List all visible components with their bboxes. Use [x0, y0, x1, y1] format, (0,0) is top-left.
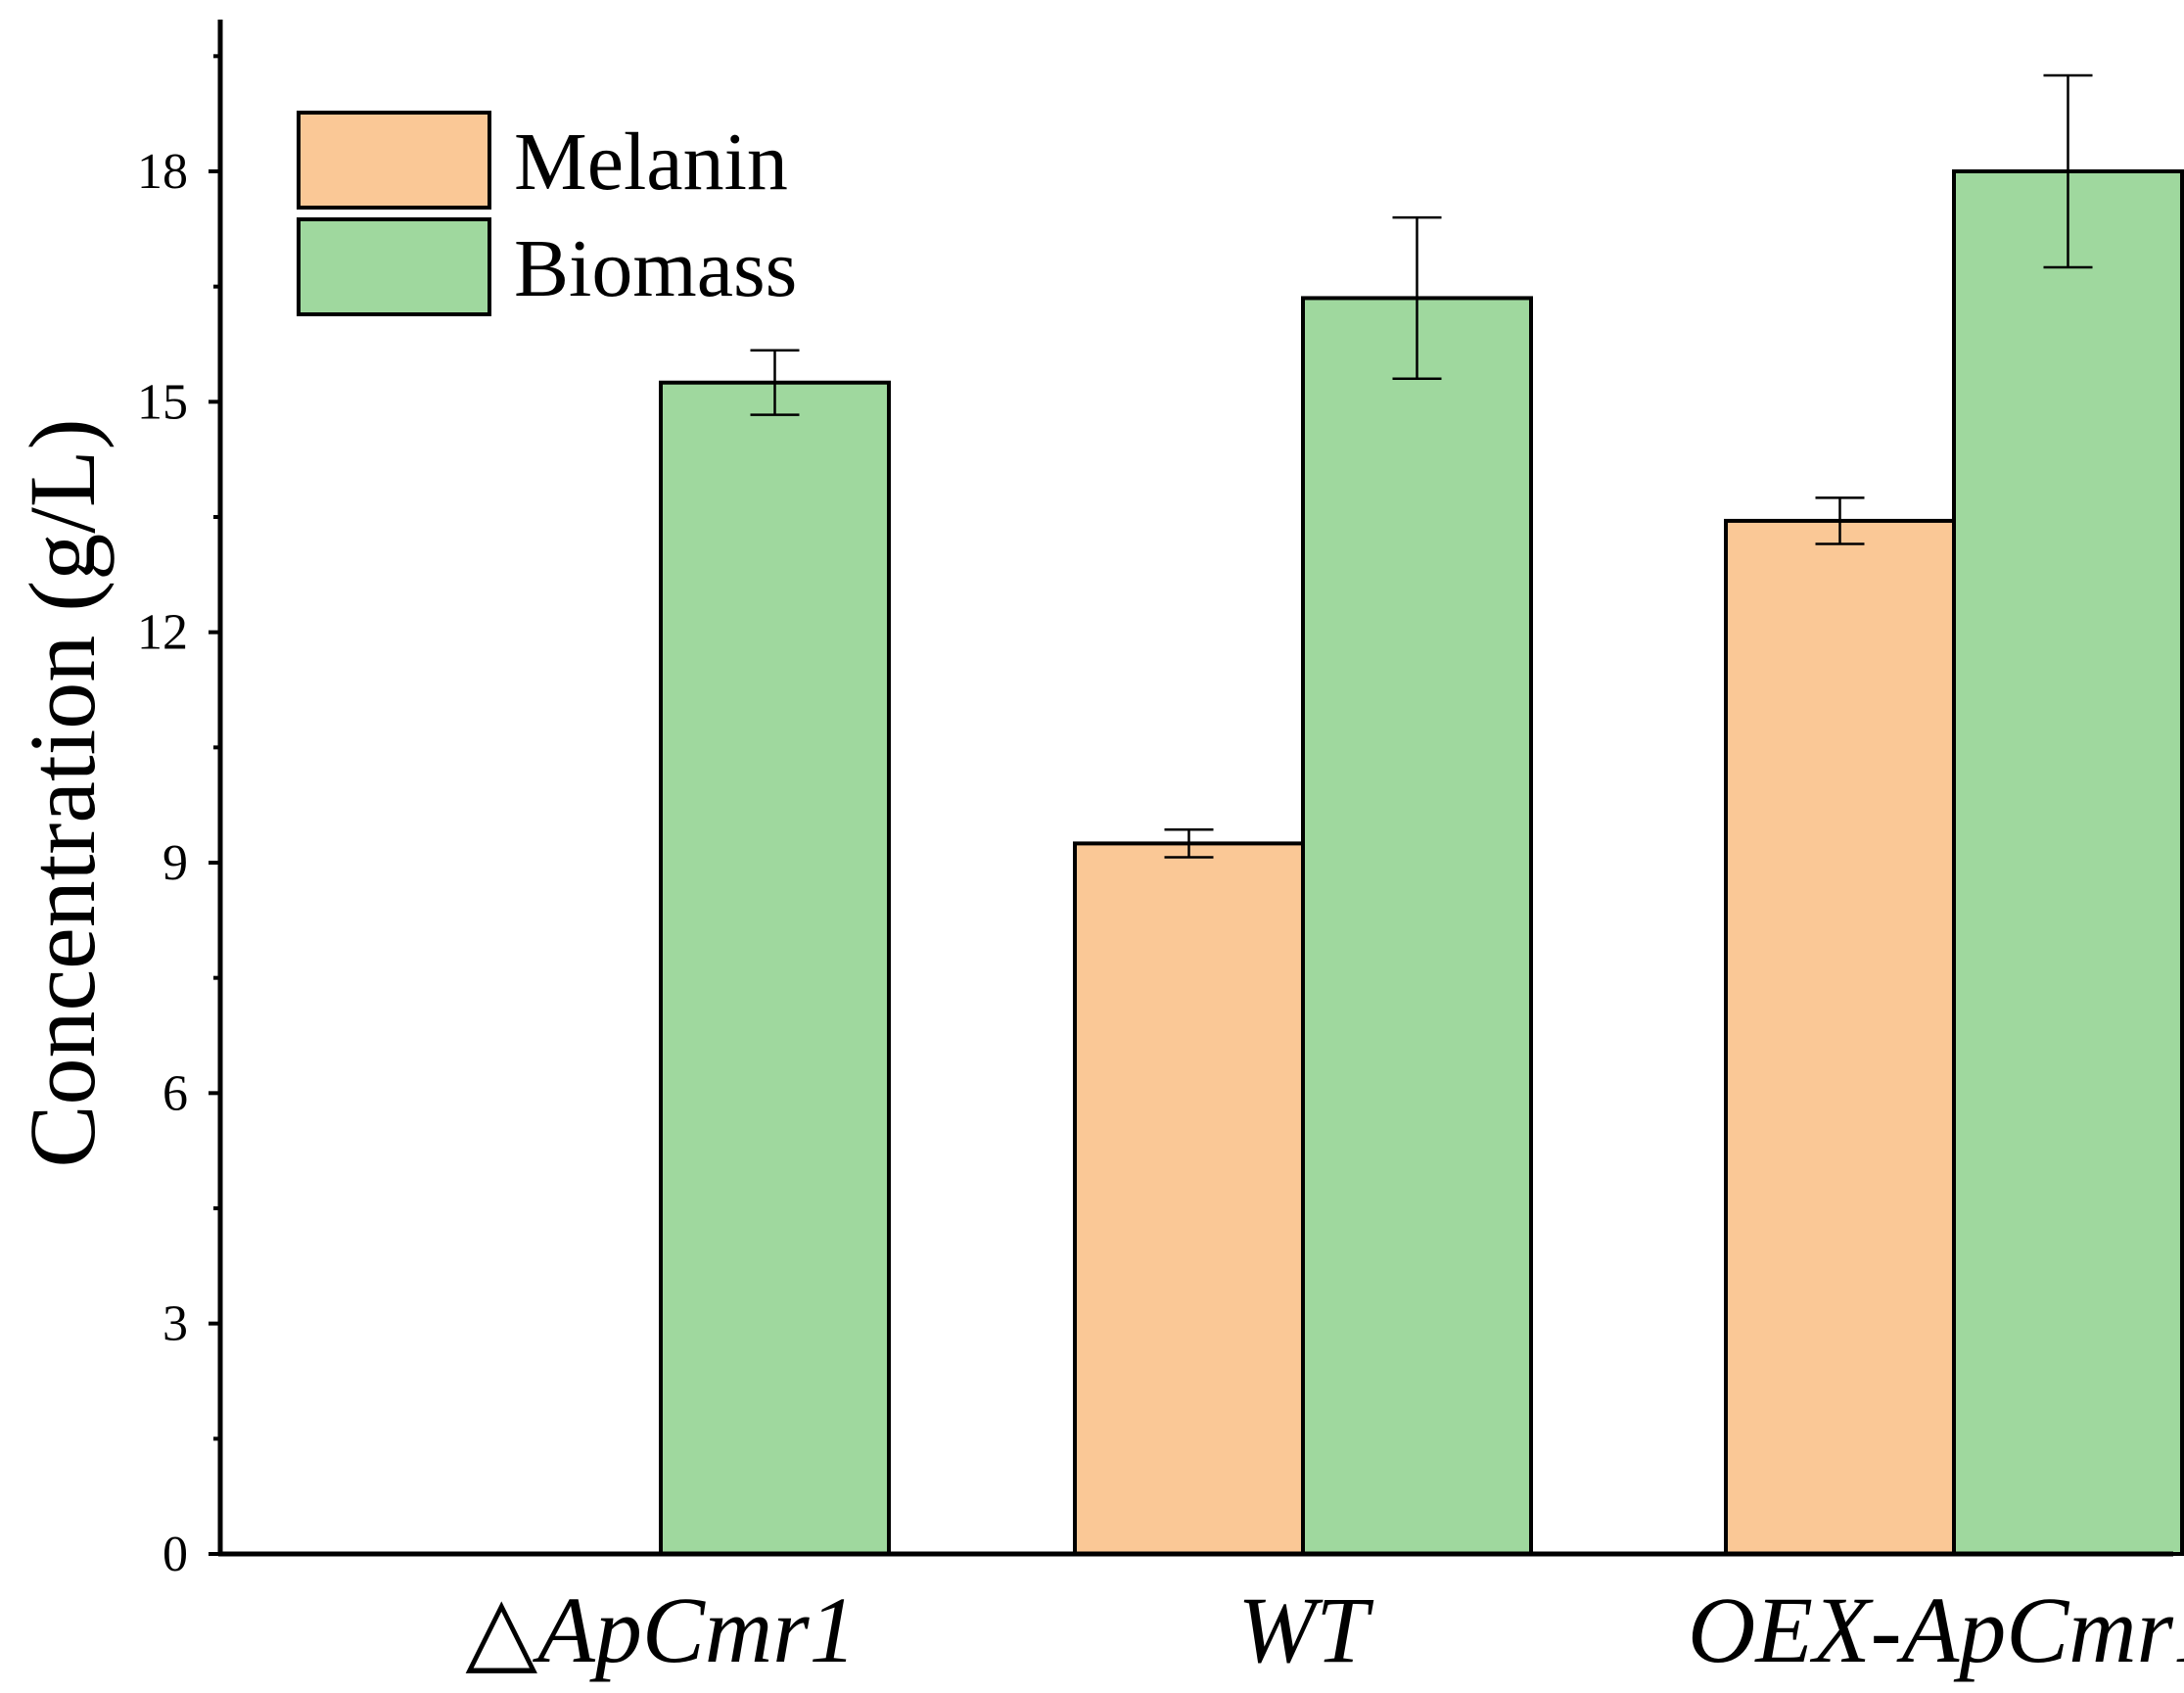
y-tick-label: 0 [163, 1527, 188, 1582]
legend-label-melanin: Melanin [514, 117, 788, 208]
y-tick-label: 3 [163, 1296, 188, 1352]
bar-melanin [1724, 518, 1956, 1556]
bar-biomass [659, 380, 891, 1557]
bar-biomass [1301, 296, 1533, 1556]
legend-swatch-biomass [297, 217, 491, 316]
y-tick-label: 6 [163, 1065, 188, 1121]
y-tick-label: 9 [163, 835, 188, 891]
x-category-label: △ApCmr1 [465, 1577, 856, 1682]
error-bars [750, 73, 2093, 859]
y-axis-ticks: 0 3 6 9 12 15 18 [137, 54, 220, 1582]
x-category-label: WT [1237, 1577, 1374, 1682]
y-tick-label: 12 [137, 605, 188, 661]
y-tick-label: 18 [137, 144, 188, 200]
legend-label-biomass: Biomass [514, 223, 797, 314]
x-category-label: OEX-ApCmr1 [1688, 1577, 2184, 1682]
legend: Melanin Biomass [297, 111, 797, 316]
y-tick-label: 15 [137, 374, 188, 430]
bar-melanin [1073, 841, 1305, 1556]
bar-series [659, 169, 2184, 1557]
legend-swatch-melanin [297, 111, 491, 210]
x-axis-categories: △ApCmr1 WT OEX-ApCmr1 [465, 1577, 2184, 1682]
y-axis-title: Concentration (g/L) [10, 418, 115, 1167]
bar-biomass [1952, 169, 2184, 1556]
